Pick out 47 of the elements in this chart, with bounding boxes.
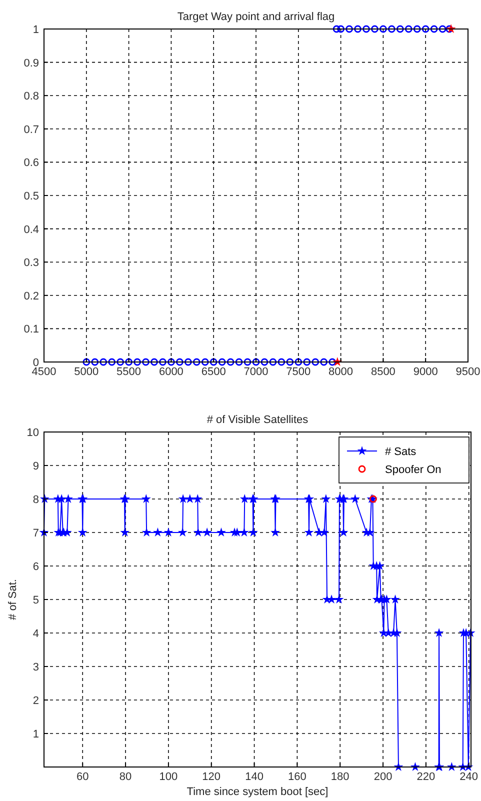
legend-label: Spoofer On [385, 464, 442, 476]
legend-label: # Sats [385, 446, 417, 458]
x-tick-label: 220 [416, 771, 436, 783]
y-tick-label: 0.4 [24, 224, 39, 236]
x-tick-label: 80 [119, 771, 132, 783]
x-tick-label: 6000 [158, 366, 184, 378]
y-tick-label: 0.9 [24, 57, 39, 70]
y-tick-label: 4 [32, 628, 39, 640]
y-tick-label: 1 [32, 728, 39, 740]
x-tick-label: 100 [159, 771, 178, 783]
y-tick-label: 10 [26, 427, 39, 439]
y-tick-label: 0.6 [24, 157, 39, 170]
y-tick-label: 0.2 [24, 290, 39, 302]
y-tick-label: 6 [32, 561, 39, 573]
y-tick-label: 5 [32, 594, 39, 606]
x-tick-label: 180 [330, 771, 350, 783]
y-tick-label: 8 [32, 494, 39, 506]
x-tick-label: 140 [245, 771, 264, 783]
y-tick-label: 0.1 [24, 324, 39, 336]
y-axis-title: # of Sat. [7, 579, 19, 620]
chart-title: Target Way point and arrival flag [177, 11, 335, 23]
y-tick-label: 0.7 [24, 124, 39, 136]
y-tick-label: 0.3 [24, 257, 39, 270]
x-tick-label: 8500 [370, 366, 396, 378]
x-tick-label: 160 [288, 771, 306, 783]
x-tick-label: 7000 [244, 366, 268, 378]
x-axis-title: Time since system boot [sec] [186, 786, 328, 798]
y-tick-label: 7 [32, 528, 39, 540]
x-tick-label: 4500 [32, 366, 56, 378]
y-tick-label: 0.8 [24, 90, 39, 103]
x-tick-label: 6500 [201, 366, 226, 378]
x-tick-label: 9000 [413, 366, 438, 378]
x-tick-label: 5000 [74, 366, 99, 378]
x-tick-label: 9500 [456, 366, 480, 378]
x-tick-label: 5500 [116, 366, 142, 378]
y-tick-label: 2 [32, 695, 39, 707]
x-tick-label: 7500 [286, 366, 311, 378]
y-tick-label: 1 [32, 24, 39, 36]
x-tick-label: 60 [76, 771, 89, 783]
y-tick-label: 0.5 [24, 190, 39, 202]
x-tick-label: 240 [460, 771, 478, 783]
y-tick-label: 3 [32, 662, 39, 674]
x-tick-label: 8000 [328, 366, 354, 378]
chart-title: # of Visible Satellites [206, 414, 309, 426]
y-tick-label: 9 [32, 460, 39, 472]
x-tick-label: 120 [202, 771, 221, 783]
x-tick-label: 200 [374, 771, 392, 783]
